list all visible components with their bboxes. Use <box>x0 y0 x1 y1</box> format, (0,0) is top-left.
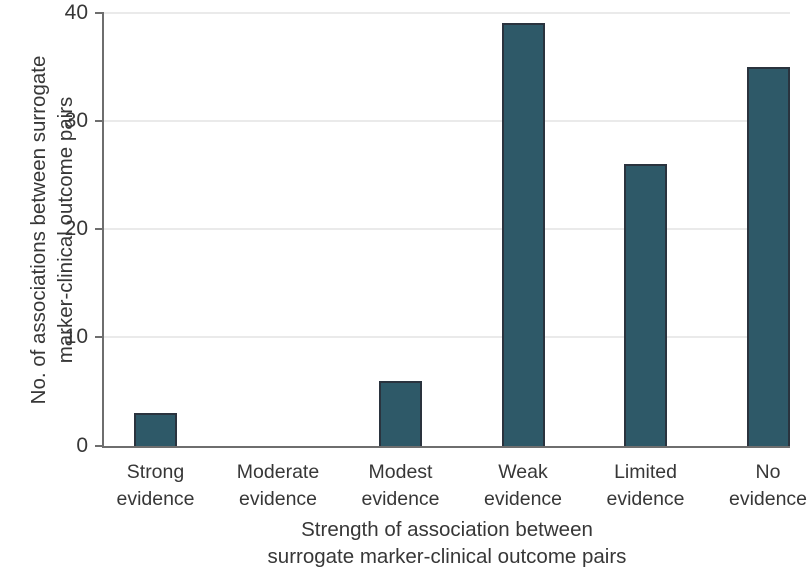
category-label: Moderate evidence <box>208 459 348 513</box>
category-label: No evidence <box>698 459 810 513</box>
y-tick <box>95 11 103 14</box>
category-label-line: Strong <box>126 461 185 483</box>
gridline <box>102 228 790 230</box>
bar-modest-evidence <box>379 380 422 447</box>
y-axis-line <box>102 11 104 448</box>
y-tick <box>95 228 103 230</box>
gridline <box>102 119 790 122</box>
category-label-line: evidence <box>606 488 685 510</box>
y-tick-label: 20 <box>64 217 88 240</box>
category-label-line: Moderate <box>236 461 320 483</box>
category-label-line: No <box>755 461 781 483</box>
x-axis-title-line-1: Strength of association between <box>301 518 593 541</box>
category-label-line: evidence <box>238 488 318 510</box>
x-axis-title-line-2: surrogate marker-clinical outcome pairs <box>267 545 627 568</box>
bar-strong-evidence <box>134 413 177 447</box>
category-label-line: evidence <box>361 488 440 510</box>
y-tick-label: 0 <box>76 433 88 457</box>
y-tick-label: 40 <box>64 0 88 24</box>
category-label-line: evidence <box>728 488 808 510</box>
gridline <box>102 11 790 14</box>
y-tick-label: 10 <box>64 325 88 349</box>
x-axis-line <box>102 445 790 448</box>
category-label-line: Limited <box>614 461 677 483</box>
category-label-line: evidence <box>483 488 563 510</box>
y-tick <box>95 444 103 447</box>
category-label-line: Modest <box>368 461 433 483</box>
gridline <box>102 336 790 339</box>
bar-limited-evidence <box>624 164 667 447</box>
category-label-line: Weak <box>498 461 548 483</box>
bar-weak-evidence <box>501 23 545 447</box>
category-label-line: evidence <box>116 488 195 510</box>
x-axis-title: Strength of association between surrogat… <box>103 516 791 570</box>
category-label: Modest evidence <box>331 459 471 513</box>
category-label: Limited evidence <box>576 459 716 513</box>
y-tick-label: 30 <box>64 108 88 132</box>
y-tick <box>95 336 103 339</box>
category-label: Strong evidence <box>86 459 226 513</box>
y-tick <box>95 119 103 122</box>
bar-no-evidence <box>746 66 790 447</box>
category-label: Weak evidence <box>453 459 593 513</box>
